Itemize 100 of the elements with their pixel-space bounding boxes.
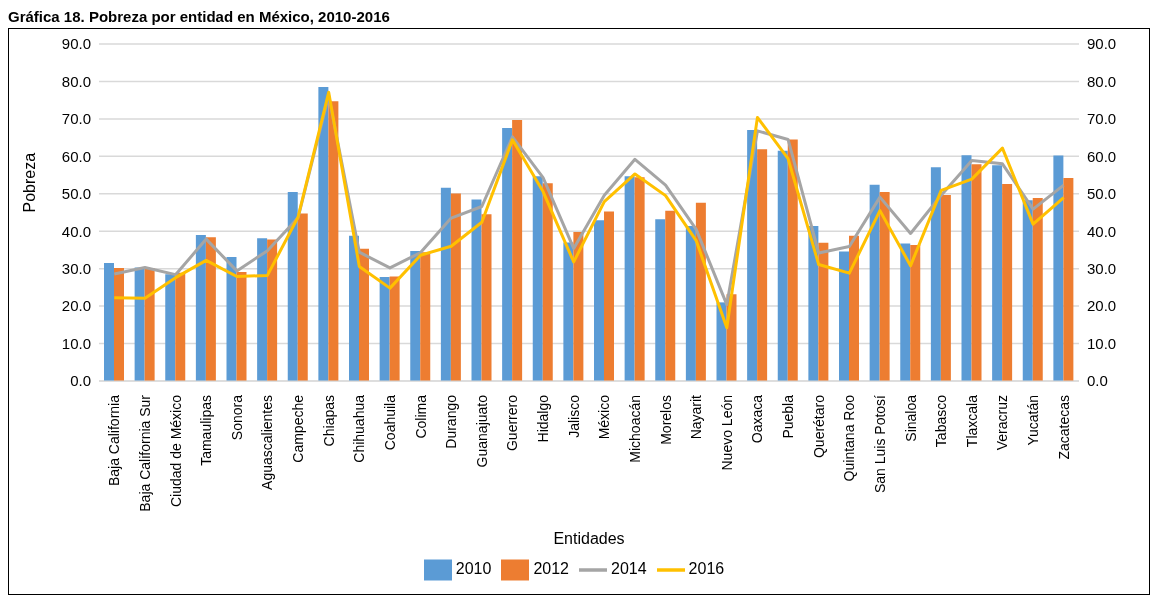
bar [450, 193, 461, 381]
legend-label: 2010 [455, 560, 492, 578]
x-tick-label: Colima [412, 394, 429, 439]
bar [655, 219, 666, 381]
legend-label: 2012 [533, 560, 569, 578]
x-tick-label: Jalisco [565, 394, 582, 438]
bar [297, 213, 308, 381]
bar [869, 184, 880, 381]
bar [594, 220, 604, 381]
bar [1032, 197, 1043, 381]
bar [604, 211, 614, 381]
x-tick-label: Chiapas [320, 395, 337, 447]
y-tick-label: 80.0 [61, 72, 91, 90]
y2-tick-label: 60.0 [1087, 147, 1117, 165]
bar [1002, 184, 1013, 381]
bar [134, 267, 145, 381]
bar [410, 251, 421, 381]
x-tick-label: Tamaulipas [198, 395, 215, 466]
bar [144, 268, 155, 381]
bar [747, 130, 758, 381]
bar [104, 263, 114, 381]
bar [236, 272, 247, 381]
bar [257, 238, 268, 381]
y-tick-label: 0.0 [70, 372, 91, 390]
y2-tick-label: 40.0 [1087, 222, 1117, 240]
bar [665, 210, 676, 381]
x-tick-label: Nayarit [688, 394, 705, 440]
bar [379, 276, 390, 381]
x-tick-label: Puebla [780, 394, 797, 439]
x-tick-label: Coahuila [381, 394, 398, 451]
bar [195, 234, 206, 381]
bar [992, 165, 1003, 381]
bar [532, 176, 543, 381]
x-tick-label: Ciudad de México [167, 394, 184, 508]
bar [1053, 155, 1064, 381]
y-tick-label: 90.0 [61, 35, 91, 53]
y2-tick-label: 30.0 [1087, 259, 1117, 277]
bar [114, 267, 124, 381]
bar [818, 242, 829, 381]
x-tick-label: Sinaloa [902, 394, 919, 442]
x-tick-label: Chihuahua [351, 394, 368, 463]
x-tick-label: Morelos [657, 395, 674, 445]
bar [757, 149, 768, 381]
bar [471, 199, 482, 381]
bar [512, 120, 523, 381]
bar [879, 191, 890, 381]
bar [328, 101, 339, 381]
bar [349, 235, 359, 381]
y-tick-label: 60.0 [61, 147, 91, 165]
y2-tick-label: 70.0 [1087, 110, 1117, 128]
legend-label: 2014 [611, 560, 647, 578]
x-tick-label: Nuevo León [718, 395, 735, 471]
x-tick-label: Oaxaca [749, 394, 766, 444]
x-tick-label: México [596, 394, 613, 440]
bar [971, 164, 982, 381]
bar [318, 87, 329, 381]
bar [440, 187, 451, 381]
x-tick-label: Sonora [228, 394, 245, 441]
bar [226, 257, 237, 381]
bar [287, 191, 298, 381]
y2-tick-label: 90.0 [1087, 35, 1117, 53]
bar [839, 251, 849, 381]
x-axis-title: Entidades [553, 530, 625, 547]
x-tick-label: Campeche [290, 394, 307, 463]
bar [961, 155, 972, 381]
y-tick-label: 50.0 [61, 185, 91, 203]
bar [573, 231, 584, 381]
x-tick-label: Baja California Sur [136, 394, 153, 512]
bar [359, 248, 369, 381]
y2-tick-label: 20.0 [1087, 297, 1117, 315]
x-tick-label: San Luis Potosí [871, 394, 888, 494]
x-tick-label: Hidalgo [535, 394, 552, 443]
y2-tick-label: 0.0 [1087, 372, 1108, 390]
x-tick-label: Yucatán [1025, 395, 1042, 446]
y-tick-label: 70.0 [61, 110, 91, 128]
x-tick-label: Michoacán [626, 395, 643, 463]
bar [777, 150, 788, 381]
bar [267, 239, 278, 381]
x-tick-label: Durango [443, 394, 460, 449]
x-tick-label: Veracruz [994, 395, 1011, 451]
bar [1022, 200, 1033, 381]
bar [563, 242, 574, 381]
bar [624, 176, 635, 381]
x-tick-label: Tabasco [933, 394, 950, 448]
x-tick-label: Quintana Roo [841, 394, 858, 482]
y-tick-label: 40.0 [61, 222, 91, 240]
bar [481, 214, 492, 381]
y2-tick-label: 10.0 [1087, 334, 1117, 352]
bar [502, 127, 513, 381]
bar [165, 274, 176, 381]
x-tick-label: Guanajuato [473, 394, 490, 468]
y-axis-title: Pobreza [20, 152, 38, 213]
x-tick-label: Querétaro [810, 394, 827, 459]
bar [420, 252, 431, 381]
bar [900, 243, 911, 381]
bar [634, 177, 645, 381]
bar [910, 245, 921, 381]
bar [930, 167, 941, 381]
x-tick-label: Aguascalientes [259, 395, 276, 490]
bar [695, 202, 706, 381]
